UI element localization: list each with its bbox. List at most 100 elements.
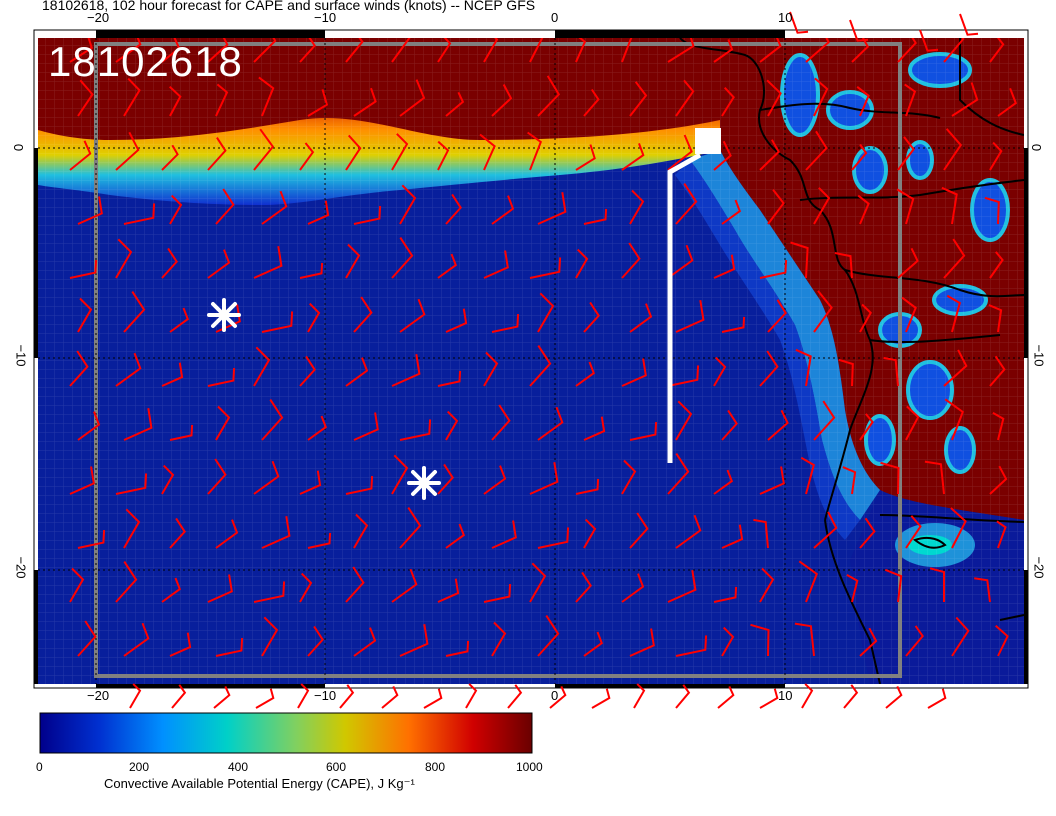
wind-barb	[437, 578, 460, 603]
wind-barb	[507, 684, 523, 709]
wind-barb	[307, 89, 329, 117]
wind-barb	[537, 292, 555, 333]
wind-barb	[846, 574, 859, 603]
wind-barb	[989, 465, 1008, 495]
wind-barb	[253, 346, 271, 387]
wind-barb	[629, 189, 645, 225]
wind-barb	[989, 251, 1004, 279]
wind-barb	[721, 524, 744, 549]
wind-barb	[621, 573, 645, 603]
wind-barb	[529, 462, 559, 495]
wind-barb	[721, 409, 738, 441]
wind-barb	[790, 241, 809, 279]
wind-barb	[161, 144, 179, 171]
wind-barb	[69, 350, 89, 387]
lon-tick-top: 0	[551, 10, 559, 25]
wind-barb	[129, 683, 142, 709]
colorbar-title: Convective Available Potential Energy (C…	[104, 776, 415, 791]
wind-barb	[207, 137, 227, 171]
wind-barb	[69, 38, 93, 63]
wind-barb	[483, 584, 512, 603]
wind-barb	[529, 257, 562, 279]
wind-barb	[253, 460, 280, 495]
wind-barb	[261, 616, 279, 657]
wind-barb	[997, 87, 1018, 117]
wind-barb	[943, 128, 963, 171]
wind-barb	[537, 615, 560, 657]
wind-barb	[859, 627, 878, 657]
lon-tick-bottom: −20	[87, 688, 110, 703]
wind-barb	[943, 349, 968, 387]
wind-barb	[483, 351, 499, 387]
wind-barb	[345, 566, 365, 603]
wind-barbs	[69, 38, 1018, 657]
wind-barb	[880, 461, 900, 495]
wind-barb	[805, 130, 828, 171]
wind-barb	[988, 304, 1003, 333]
wind-barb	[629, 81, 648, 117]
lon-tick-top: −10	[314, 10, 337, 25]
wind-barb	[575, 38, 587, 63]
wind-barb	[169, 85, 182, 117]
wind-barb	[161, 464, 175, 495]
wind-barb	[856, 86, 870, 117]
wind-barb	[391, 38, 411, 63]
wind-barb	[353, 206, 382, 225]
wind-barb	[767, 409, 789, 441]
wind-barb	[465, 683, 478, 709]
wind-barb	[445, 91, 465, 117]
wind-barb	[721, 87, 735, 117]
wind-barb	[169, 194, 183, 225]
wind-barb	[391, 133, 409, 171]
wind-barb	[399, 419, 432, 441]
wind-barb	[621, 38, 633, 63]
asterisk-marker	[207, 298, 241, 332]
frame-ticks	[34, 30, 1028, 688]
wind-barb	[391, 454, 409, 495]
wind-barb	[423, 688, 443, 709]
lon-tick-bottom: 0	[551, 688, 559, 703]
wind-barb	[905, 515, 922, 549]
wind-barb	[924, 460, 945, 495]
wind-barb	[345, 243, 361, 279]
wind-barb	[834, 252, 853, 279]
wind-barb	[258, 76, 275, 117]
wind-barb	[491, 314, 520, 333]
wind-barb	[299, 38, 316, 63]
wind-barb	[253, 38, 277, 63]
wind-barb	[115, 238, 133, 279]
wind-barb	[621, 459, 637, 495]
wind-barb	[575, 248, 589, 279]
site-markers	[207, 298, 441, 500]
wind-barb	[161, 38, 181, 63]
lat-tick-right: 0	[1029, 143, 1045, 152]
wind-barb	[307, 625, 324, 657]
wind-barb	[575, 571, 592, 603]
wind-barb	[529, 38, 544, 63]
wind-barb	[857, 194, 870, 225]
wind-barb	[215, 405, 231, 441]
wind-barb	[667, 38, 695, 63]
wind-barb	[759, 260, 788, 279]
wind-barb	[859, 517, 876, 549]
wind-barb	[575, 144, 596, 171]
wind-barb	[667, 244, 694, 279]
wind-barb	[713, 356, 727, 387]
wind-barb	[77, 196, 103, 225]
wind-barb	[989, 355, 1006, 387]
wind-barb	[213, 685, 231, 709]
wind-barb	[675, 79, 695, 117]
colorbar	[39, 712, 533, 754]
wind-barbs-outside	[129, 11, 979, 709]
wind-barb	[381, 685, 399, 709]
wind-barb	[299, 262, 324, 279]
lat-tick-left: −10	[13, 344, 29, 367]
wind-barb	[491, 404, 511, 441]
wind-barb	[161, 362, 184, 387]
colorbar-tick: 1000	[516, 760, 543, 774]
wind-barb	[261, 190, 288, 225]
colorbar-gradient	[39, 712, 533, 754]
wind-barb	[950, 507, 967, 549]
wind-barb	[207, 38, 229, 63]
wind-barb	[766, 79, 782, 117]
